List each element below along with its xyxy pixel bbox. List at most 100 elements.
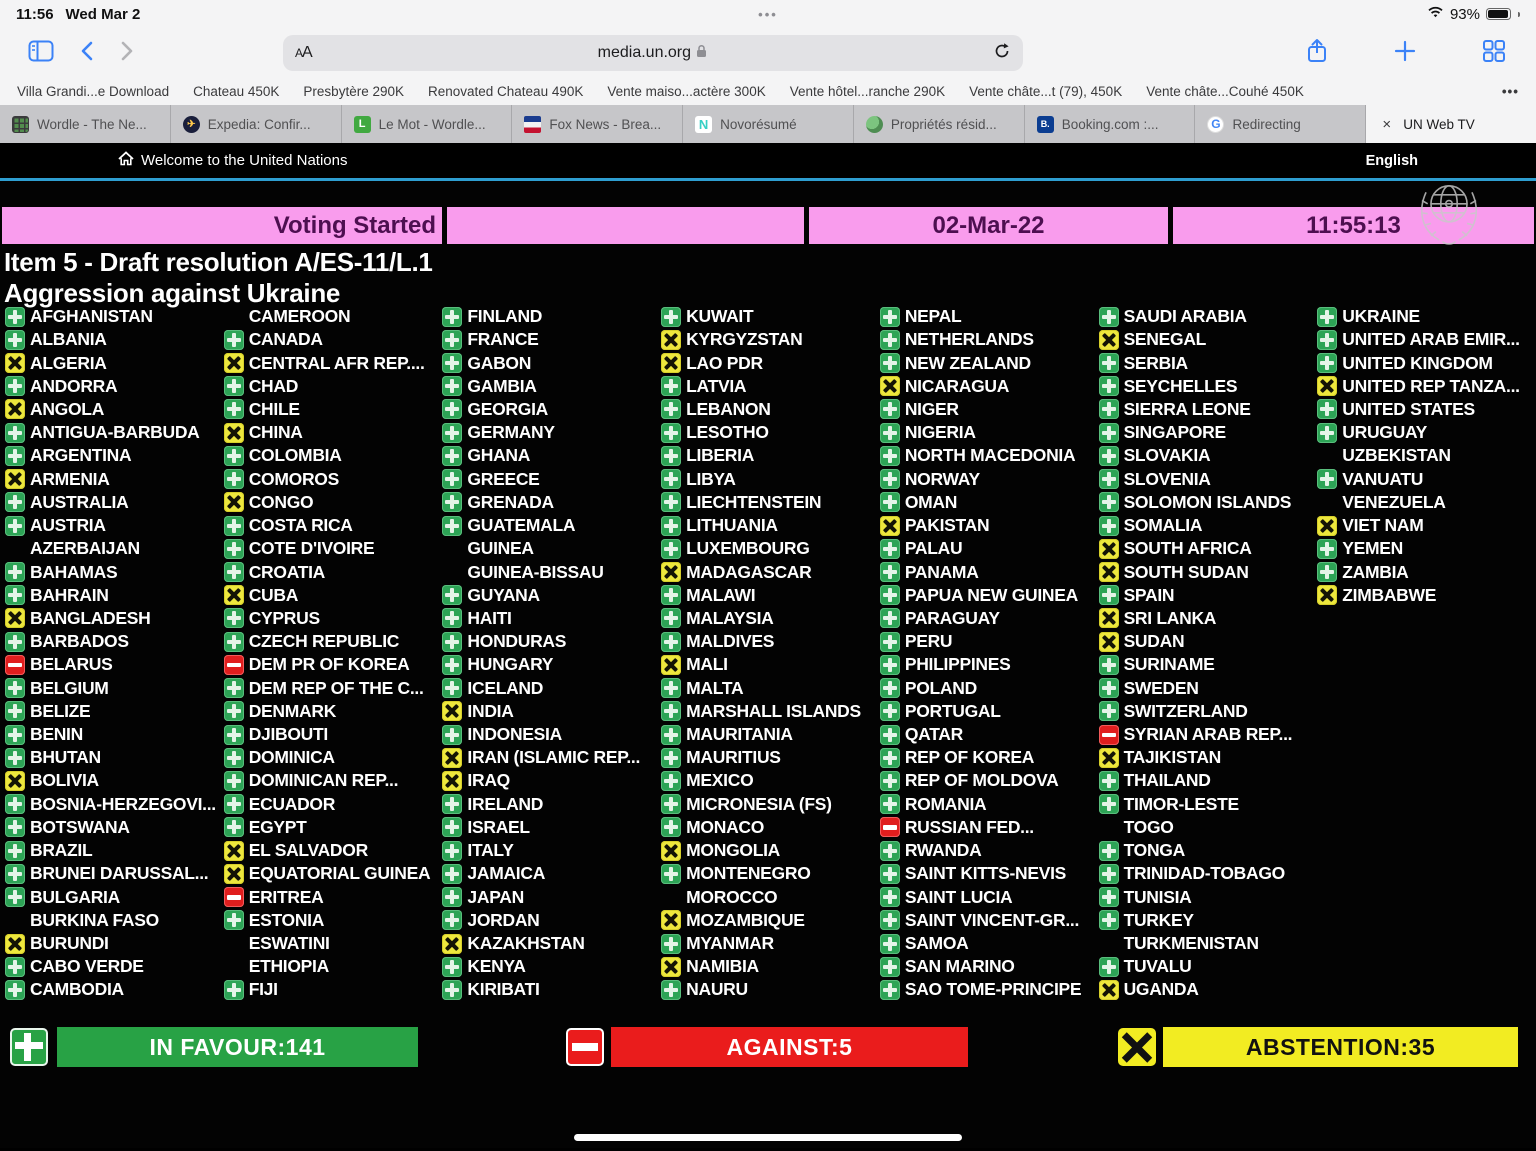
voting-board: Voting Started 02-Mar-22 11:55:13 Item 5… [0,181,1536,1148]
reader-options-button[interactable]: AA [295,44,313,61]
tab-overview-button[interactable] [1482,39,1506,68]
safari-chrome: 11:56 Wed Mar 2 ••• 93% AA [0,0,1536,143]
country-row: TURKMENISTAN [1099,932,1318,955]
in-favour-icon [223,562,244,583]
bookmark-item[interactable]: Vente châte...t (79), 450K [969,84,1123,99]
in-favour-icon [1098,376,1119,397]
tab-fox-news-brea[interactable]: Fox News - Brea... [512,105,684,143]
in-favour-icon [661,515,682,536]
country-name: SENEGAL [1123,329,1207,350]
country-name: KENYA [467,956,526,977]
country-row: ZAMBIA [1317,560,1536,583]
country-name: NAURU [686,979,748,1000]
in-favour-icon [661,469,682,490]
back-button[interactable] [80,40,94,67]
bookmarks-overflow-button[interactable]: ••• [1501,84,1519,99]
country-row: CHINA [223,421,443,444]
tab-novor-sum[interactable]: N Novorésumé [683,105,854,143]
country-name: TOGO [1123,816,1174,837]
country-row: MOROCCO [661,885,880,908]
country-row: GRENADA [442,491,661,514]
country-name: CROATIA [248,561,326,582]
tab-un-web-tv[interactable]: × UN Web TV [1366,105,1536,143]
country-row: GABON [442,351,661,374]
home-indicator[interactable] [574,1134,962,1141]
country-name: REP OF MOLDOVA [904,770,1059,791]
country-name: SYRIAN ARAB REP... [1123,724,1293,745]
battery-percent: 93% [1449,5,1480,23]
country-name: MARSHALL ISLANDS [686,700,861,721]
un-home-link[interactable]: Welcome to the United Nations [118,151,348,170]
resolution-title-line2: Aggression against Ukraine [4,278,341,308]
in-favour-icon [223,678,244,699]
country-row: ANTIGUA-BARBUDA [5,421,224,444]
country-name: VANUATU [1342,468,1424,489]
forward-button[interactable] [120,40,134,67]
share-button[interactable] [1306,38,1328,69]
in-favour-icon [442,353,463,374]
country-row: BURUNDI [5,932,224,955]
country-name: UNITED KINGDOM [1342,352,1493,373]
country-row: NAMIBIA [661,955,880,978]
in-favour-icon [879,724,900,745]
country-name: GRENADA [467,491,554,512]
country-name: SAINT VINCENT-GR... [904,909,1080,930]
no-vote-placeholder [1317,446,1337,466]
country-row: OMAN [879,491,1099,514]
bookmark-item[interactable]: Vente hôtel...ranche 290K [789,84,946,99]
country-row: MONTENEGRO [661,862,880,885]
bookmark-item[interactable]: Presbytère 290K [303,84,404,99]
tab-le-mot-wordle[interactable]: L Le Mot - Wordle... [341,105,513,143]
tab-propri-t-s-r-sid[interactable]: Propriétés résid... [853,105,1025,143]
abstention-icon [879,515,900,536]
language-selector[interactable]: English [1365,152,1418,169]
country-name: NICARAGUA [904,375,1010,396]
abstention-icon [661,654,682,675]
country-name: SLOVENIA [1123,468,1211,489]
close-icon[interactable]: × [1382,115,1392,133]
bookmark-item[interactable]: Chateau 450K [193,84,280,99]
country-row: INDIA [442,700,661,723]
in-favour-icon [879,654,900,675]
against-icon [1098,724,1119,745]
tab-wordle-the-ne[interactable]: Wordle - The Ne... [0,105,171,143]
country-name: PAPUA NEW GUINEA [904,584,1078,605]
country-name: EGYPT [248,816,307,837]
bookmark-item[interactable]: Villa Grandi...e Download [17,84,170,99]
bookmark-item[interactable]: Vente maiso...actère 300K [607,84,766,99]
country-row: TAJIKISTAN [1098,746,1318,769]
country-row: MAURITANIA [661,723,880,746]
country-name: MYANMAR [686,933,774,954]
new-tab-button[interactable] [1394,40,1416,67]
country-name: MALAWI [686,584,756,605]
country-row: EGYPT [223,816,443,839]
country-name: GUATEMALA [467,515,576,536]
tab-booking-com[interactable]: B. Booking.com :... [1024,105,1196,143]
tab-redirecting[interactable]: G Redirecting [1195,105,1367,143]
sidebar-toggle-icon[interactable] [28,40,54,67]
reload-button[interactable] [993,42,1011,65]
country-row: MALI [661,653,880,676]
in-favour-icon [223,538,244,559]
in-favour-icon [879,469,900,490]
address-bar[interactable]: AA media.un.org [283,35,1023,71]
country-row: SERBIA [1098,351,1318,374]
bookmark-item[interactable]: Renovated Chateau 490K [427,84,584,99]
un-header-title: Welcome to the United Nations [141,152,348,169]
no-vote-placeholder [442,539,462,559]
in-favour-icon [879,608,900,629]
country-row: FINLAND [442,305,661,328]
tab-expedia-confir[interactable]: ✈ Expedia: Confir... [170,105,342,143]
in-favour-icon [5,794,25,815]
country-row: SUDAN [1098,630,1318,653]
bookmark-item[interactable]: Vente châte...Couhé 450K [1146,84,1304,99]
country-row: SAMOA [879,932,1099,955]
country-name: VENEZUELA [1342,491,1446,512]
no-vote-placeholder [5,539,25,559]
country-row: ANDORRA [5,375,224,398]
country-row: AZERBAIJAN [5,537,224,560]
in-favour-icon [1317,422,1338,443]
country-name: BOLIVIA [30,770,99,791]
country-row: ARMENIA [5,468,224,491]
country-row: SAO TOME-PRINCIPE [879,978,1099,1001]
